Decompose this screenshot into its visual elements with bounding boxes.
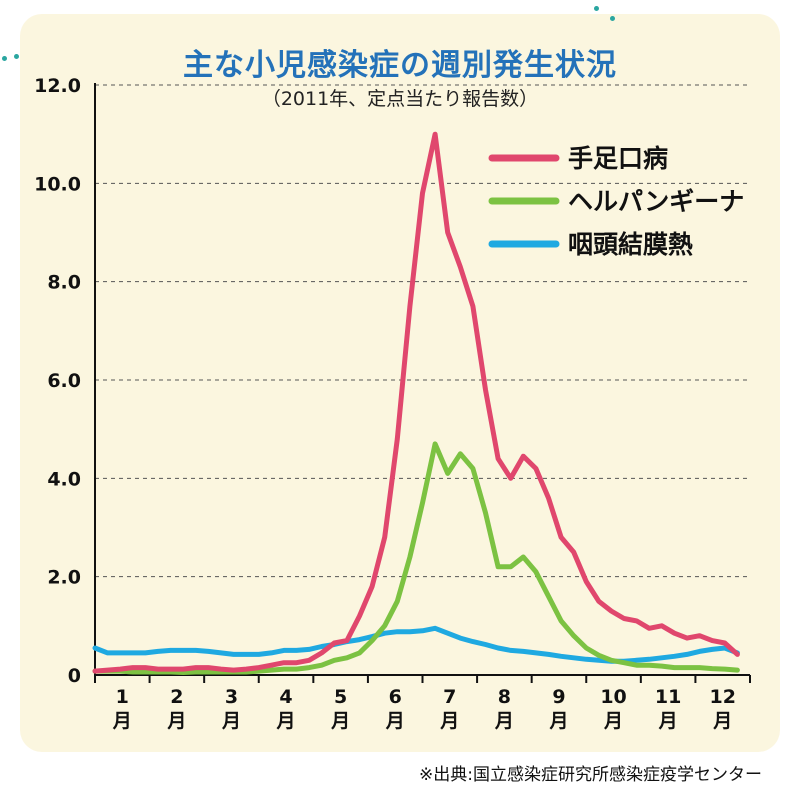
- decorative-dot: [14, 54, 19, 59]
- legend-label: ヘルパンギーナ: [568, 187, 744, 216]
- month-label-number: 10: [600, 686, 626, 708]
- month-label-unit: 月: [658, 710, 678, 732]
- month-label-unit: 月: [221, 710, 241, 732]
- month-label-unit: 月: [439, 710, 459, 732]
- month-label-unit: 月: [548, 710, 568, 732]
- month-label-number: 7: [443, 686, 456, 708]
- month-label-unit: 月: [603, 710, 623, 732]
- month-label-unit: 月: [494, 710, 514, 732]
- y-tick-label: 4.0: [47, 468, 81, 490]
- legend-label: 咽頭結膜熱: [568, 230, 693, 259]
- month-label-unit: 月: [166, 710, 186, 732]
- decorative-dot: [594, 6, 599, 11]
- y-tick-label: 2.0: [47, 567, 81, 589]
- month-label-number: 2: [170, 686, 183, 708]
- decorative-dot: [610, 16, 615, 21]
- series-line: [92, 625, 740, 664]
- y-tick-label: 12.0: [34, 75, 81, 97]
- y-tick-label: 8.0: [47, 272, 81, 294]
- y-tick-label: 6.0: [47, 370, 81, 392]
- decorative-dot: [2, 56, 7, 61]
- y-tick-label: 10.0: [34, 173, 81, 195]
- month-label-number: 12: [709, 686, 735, 708]
- series-line: [92, 131, 740, 674]
- source-note: ※出典:国立感染症研究所感染症疫学センター: [419, 765, 762, 785]
- month-label-unit: 月: [330, 710, 350, 732]
- month-label-number: 1: [116, 686, 129, 708]
- chart-subtitle: （2011年、定点当たり報告数）: [261, 88, 539, 110]
- month-label-number: 8: [498, 686, 511, 708]
- month-label-unit: 月: [276, 710, 296, 732]
- chart-title: 主な小児感染症の週別発生状況: [183, 48, 617, 83]
- series-line: [92, 441, 740, 675]
- month-label-number: 3: [225, 686, 238, 708]
- legend-label: 手足口病: [568, 144, 668, 173]
- month-label-number: 5: [334, 686, 347, 708]
- month-label-unit: 月: [712, 710, 732, 732]
- month-label-number: 11: [655, 686, 681, 708]
- month-label-unit: 月: [112, 710, 132, 732]
- month-label-number: 9: [552, 686, 565, 708]
- month-label-number: 4: [279, 686, 292, 708]
- y-tick-label: 0: [68, 665, 81, 687]
- month-label-unit: 月: [385, 710, 405, 732]
- month-label-number: 6: [389, 686, 402, 708]
